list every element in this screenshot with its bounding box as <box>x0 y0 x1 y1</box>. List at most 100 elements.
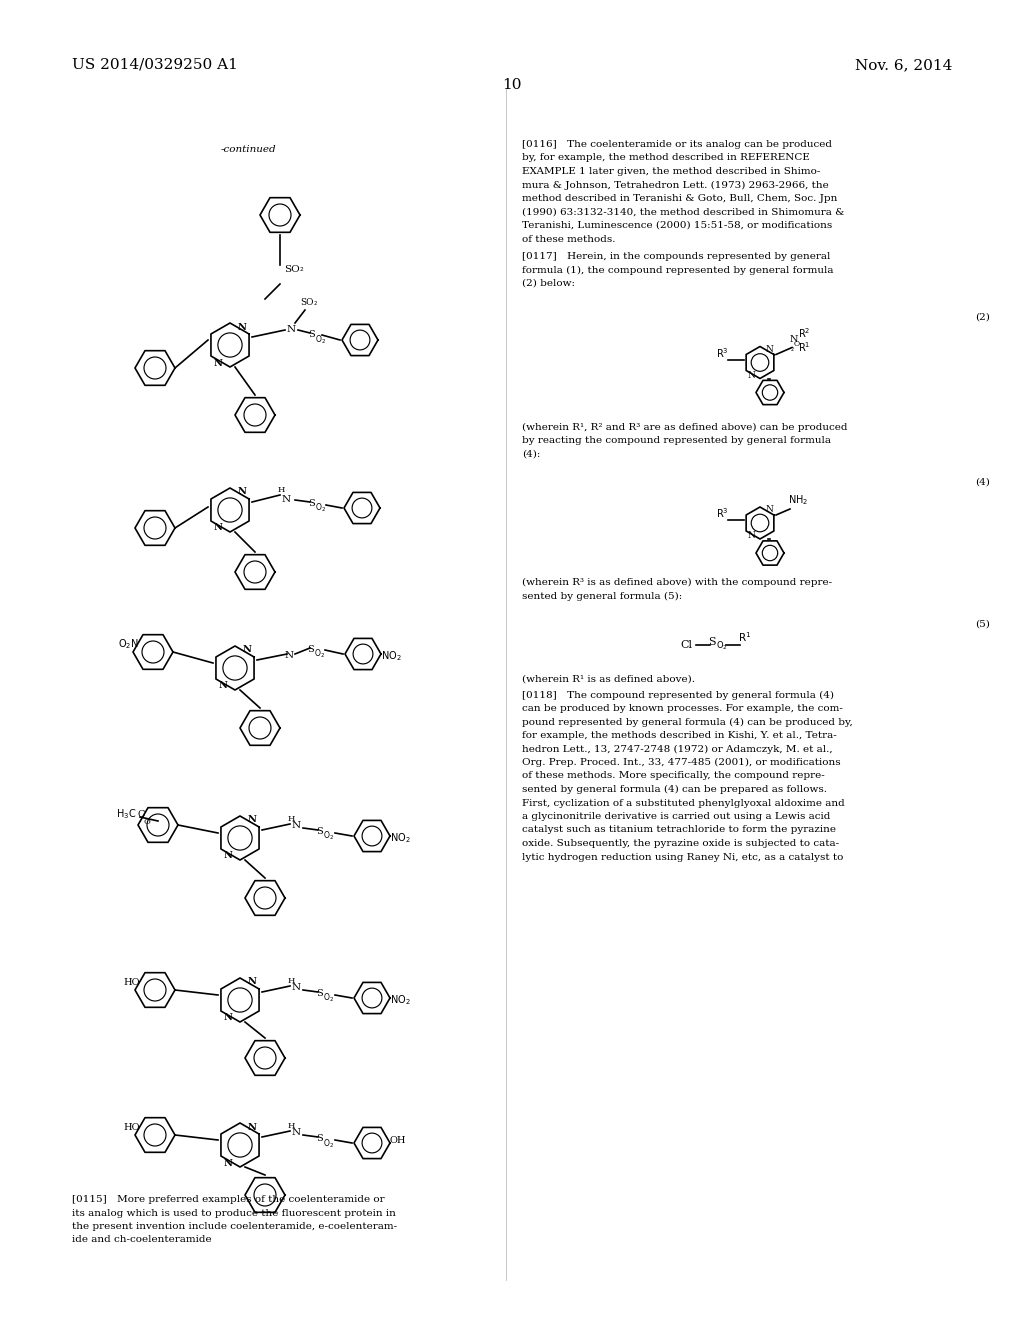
Text: of these methods. More specifically, the compound repre-: of these methods. More specifically, the… <box>522 771 824 780</box>
Text: S: S <box>316 1134 323 1143</box>
Text: 10: 10 <box>502 78 522 92</box>
Text: (2) below:: (2) below: <box>522 279 575 288</box>
Text: [0116] The coelenteramide or its analog can be produced: [0116] The coelenteramide or its analog … <box>522 140 831 149</box>
Text: $\mathrm{R^2}$: $\mathrm{R^2}$ <box>798 326 810 339</box>
Text: $_2$: $_2$ <box>790 346 795 354</box>
Text: H: H <box>278 486 286 494</box>
Text: N: N <box>238 487 247 496</box>
Text: S: S <box>308 499 314 508</box>
Text: lytic hydrogen reduction using Raney Ni, etc, as a catalyst to: lytic hydrogen reduction using Raney Ni,… <box>522 853 844 862</box>
Text: Teranishi, Luminescence (2000) 15:51-58, or modifications: Teranishi, Luminescence (2000) 15:51-58,… <box>522 220 833 230</box>
Text: N: N <box>285 651 294 660</box>
Text: sented by general formula (5):: sented by general formula (5): <box>522 591 682 601</box>
Text: N: N <box>765 345 773 354</box>
Text: $\mathrm{O_2}$: $\mathrm{O_2}$ <box>314 648 325 660</box>
Text: (1990) 63:3132-3140, the method described in Shimomura &: (1990) 63:3132-3140, the method describe… <box>522 207 845 216</box>
Text: $\mathrm{O_2}$: $\mathrm{O_2}$ <box>323 993 334 1005</box>
Text: formula (1), the compound represented by general formula: formula (1), the compound represented by… <box>522 265 834 275</box>
Text: $\mathrm{O_2}$: $\mathrm{O_2}$ <box>323 830 334 842</box>
Text: $\mathrm{R^1}$: $\mathrm{R^1}$ <box>738 630 752 644</box>
Text: ide and ch-coelenteramide: ide and ch-coelenteramide <box>72 1236 212 1245</box>
Text: S: S <box>316 828 323 836</box>
Text: Cl: Cl <box>680 640 692 649</box>
Text: (5): (5) <box>975 620 990 630</box>
Text: O: O <box>794 339 800 347</box>
Text: -continued: -continued <box>220 145 275 154</box>
Text: $\mathrm{NO_2}$: $\mathrm{NO_2}$ <box>390 832 411 845</box>
Text: H: H <box>288 1122 295 1130</box>
Text: (2): (2) <box>975 313 990 322</box>
Text: by, for example, the method described in REFERENCE: by, for example, the method described in… <box>522 153 810 162</box>
Text: by reacting the compound represented by general formula: by reacting the compound represented by … <box>522 436 831 445</box>
Text: H: H <box>288 977 295 985</box>
Text: N: N <box>282 495 291 504</box>
Text: N: N <box>292 983 301 993</box>
Text: N: N <box>223 851 232 861</box>
Text: First, cyclization of a substituted phenylglyoxal aldoxime and: First, cyclization of a substituted phen… <box>522 799 845 808</box>
Text: N: N <box>243 645 252 655</box>
Text: N: N <box>214 359 222 367</box>
Text: HO: HO <box>123 1123 139 1133</box>
Text: N: N <box>292 1129 301 1137</box>
Text: N: N <box>223 1014 232 1023</box>
Text: $\mathrm{H_3C}$: $\mathrm{H_3C}$ <box>116 807 136 821</box>
Text: (wherein R¹ is as defined above).: (wherein R¹ is as defined above). <box>522 675 695 684</box>
Text: HO: HO <box>123 978 139 987</box>
Text: SO: SO <box>300 298 313 308</box>
Text: S: S <box>307 645 313 653</box>
Text: (wherein R³ is as defined above) with the compound repre-: (wherein R³ is as defined above) with th… <box>522 578 833 587</box>
Text: [0118] The compound represented by general formula (4): [0118] The compound represented by gener… <box>522 690 834 700</box>
Text: mura & Johnson, Tetrahedron Lett. (1973) 2963-2966, the: mura & Johnson, Tetrahedron Lett. (1973)… <box>522 181 828 190</box>
Text: $\mathrm{R^3}$: $\mathrm{R^3}$ <box>716 506 729 520</box>
Text: $\mathrm{R^1}$: $\mathrm{R^1}$ <box>798 341 810 355</box>
Text: O: O <box>144 818 151 826</box>
Text: N: N <box>248 1122 256 1131</box>
Text: $\mathrm{NH_2}$: $\mathrm{NH_2}$ <box>788 492 808 507</box>
Text: its analog which is used to produce the fluorescent protein in: its analog which is used to produce the … <box>72 1209 396 1217</box>
Text: Org. Prep. Proced. Int., 33, 477-485 (2001), or modifications: Org. Prep. Proced. Int., 33, 477-485 (20… <box>522 758 841 767</box>
Text: N: N <box>248 978 256 986</box>
Text: method described in Teranishi & Goto, Bull, Chem, Soc. Jpn: method described in Teranishi & Goto, Bu… <box>522 194 838 203</box>
Text: C: C <box>138 810 145 818</box>
Text: for example, the methods described in Kishi, Y. et al., Tetra-: for example, the methods described in Ki… <box>522 731 837 741</box>
Text: Nov. 6, 2014: Nov. 6, 2014 <box>855 58 952 73</box>
Text: the present invention include coelenteramide, e-coelenteram-: the present invention include coelentera… <box>72 1222 397 1232</box>
Text: can be produced by known processes. For example, the com-: can be produced by known processes. For … <box>522 704 843 713</box>
Text: $_2$: $_2$ <box>299 265 304 275</box>
Text: $\mathrm{O_2}$: $\mathrm{O_2}$ <box>315 502 326 515</box>
Text: sented by general formula (4) can be prepared as follows.: sented by general formula (4) can be pre… <box>522 785 827 795</box>
Text: N: N <box>765 506 773 515</box>
Text: N: N <box>214 524 222 532</box>
Text: catalyst such as titanium tetrachloride to form the pyrazine: catalyst such as titanium tetrachloride … <box>522 825 836 834</box>
Text: S: S <box>316 989 323 998</box>
Text: N: N <box>218 681 227 690</box>
Text: $\mathrm{NO_2}$: $\mathrm{NO_2}$ <box>390 993 411 1007</box>
Text: oxide. Subsequently, the pyrazine oxide is subjected to cata-: oxide. Subsequently, the pyrazine oxide … <box>522 840 839 847</box>
Text: $\mathrm{R^3}$: $\mathrm{R^3}$ <box>716 346 729 359</box>
Text: EXAMPLE 1 later given, the method described in Shimo-: EXAMPLE 1 later given, the method descri… <box>522 168 820 176</box>
Text: N: N <box>287 326 296 334</box>
Text: S: S <box>708 638 716 647</box>
Text: pound represented by general formula (4) can be produced by,: pound represented by general formula (4)… <box>522 718 853 726</box>
Text: N: N <box>223 1159 232 1167</box>
Text: H: H <box>288 814 295 822</box>
Text: OH: OH <box>390 1137 407 1144</box>
Text: a glycinonitrile derivative is carried out using a Lewis acid: a glycinonitrile derivative is carried o… <box>522 812 830 821</box>
Text: (4):: (4): <box>522 450 541 458</box>
Text: $\mathrm{O_2}$: $\mathrm{O_2}$ <box>315 333 326 346</box>
Text: N: N <box>748 532 755 540</box>
Text: [0117] Herein, in the compounds represented by general: [0117] Herein, in the compounds represen… <box>522 252 830 261</box>
Text: N: N <box>790 335 799 345</box>
Text: $_2$: $_2$ <box>313 300 318 309</box>
Text: (4): (4) <box>975 478 990 487</box>
Text: hedron Lett., 13, 2747-2748 (1972) or Adamczyk, M. et al.,: hedron Lett., 13, 2747-2748 (1972) or Ad… <box>522 744 833 754</box>
Text: $\mathrm{O_2}$: $\mathrm{O_2}$ <box>716 639 728 652</box>
Text: [0115] More preferred examples of the coelenteramide or: [0115] More preferred examples of the co… <box>72 1195 385 1204</box>
Text: US 2014/0329250 A1: US 2014/0329250 A1 <box>72 58 238 73</box>
Text: SO: SO <box>284 265 300 275</box>
Text: S: S <box>308 330 314 339</box>
Text: N: N <box>238 322 247 331</box>
Text: $\mathrm{O_2}$: $\mathrm{O_2}$ <box>323 1137 334 1150</box>
Text: N: N <box>748 371 755 380</box>
Text: (wherein R¹, R² and R³ are as defined above) can be produced: (wherein R¹, R² and R³ are as defined ab… <box>522 422 848 432</box>
